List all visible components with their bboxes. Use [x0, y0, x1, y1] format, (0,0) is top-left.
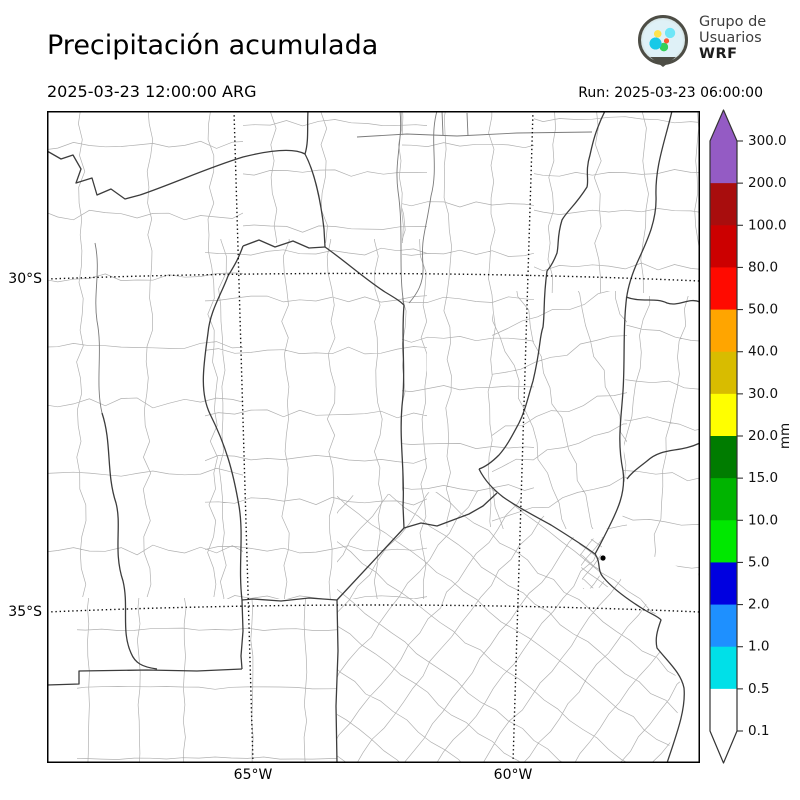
department-mesh: [47, 111, 243, 597]
colorbar-segment: [710, 478, 737, 521]
colorbar-unit-label: mm: [777, 423, 793, 449]
valid-time-label: 2025-03-23 12:00:00 ARG: [47, 82, 257, 101]
logo-text: Grupo de Usuarios WRF: [699, 14, 766, 62]
secondary-borders: [94, 110, 593, 414]
gridline-65w: [233, 110, 254, 764]
border-cordoba-santafe: [400, 304, 405, 529]
buenos-aires-city-dot: [600, 555, 606, 561]
logo-line-2: Usuarios: [699, 30, 762, 46]
colorbar-segment: [710, 141, 737, 184]
colorbar-segment: [710, 436, 737, 479]
border-cordoba-north: [242, 239, 326, 249]
department-mesh: [402, 111, 534, 527]
colorbar-segment: [710, 562, 737, 606]
colorbar-tick-label: 10.0: [748, 512, 778, 528]
border-rionegro-uruguay: [626, 442, 701, 480]
logo-line-3: WRF: [699, 46, 738, 62]
department-mesh: [337, 489, 684, 763]
colorbar-tick-label: 15.0: [748, 470, 778, 486]
border-larioja-north: [46, 150, 141, 200]
border-parana-river-upper: [478, 110, 606, 470]
map-canvas: [46, 110, 701, 764]
border-chaco-cells: [441, 110, 469, 137]
border-uruguay-river: [594, 110, 673, 555]
colorbar-tick-label: 50.0: [748, 302, 778, 318]
gridline-35s: [46, 604, 701, 613]
gridline-30s: [46, 272, 701, 282]
colorbar-segment: [710, 225, 737, 269]
colorbar-segment: [710, 183, 737, 226]
border-catamarca-santiago: [304, 110, 326, 248]
colorbar-segment: [710, 604, 737, 648]
colorbar-tick-label: 30.0: [748, 386, 778, 402]
colorbar-tick-label: 0.1: [748, 723, 769, 739]
lon-tick-65w: 65°W: [233, 767, 273, 783]
department-mesh: [243, 111, 427, 243]
border-laplata-coast: [594, 553, 685, 764]
province-borders: [46, 110, 701, 764]
colorbar-tick-label: 40.0: [748, 344, 778, 360]
border-chaco-28s: [356, 131, 593, 138]
border-salado-river: [408, 110, 438, 304]
colorbar-tick-label: 200.0: [748, 175, 787, 191]
run-time-label: Run: 2025-03-23 06:00:00: [578, 85, 763, 101]
map-area: [46, 110, 701, 764]
colorbar-under-arrow: [710, 731, 737, 763]
border-cordoba-northeast: [324, 246, 405, 306]
colorbar-tick-label: 20.0: [748, 428, 778, 444]
border-parana-delta: [478, 468, 596, 555]
colorbar-segment: [710, 688, 737, 732]
border-cordoba-west: [202, 245, 244, 601]
map-border: [47, 111, 700, 763]
wrf-users-group-logo: Grupo de Usuarios WRF: [638, 13, 798, 71]
colorbar-segment: [710, 309, 737, 353]
colorbar-tick-label: 80.0: [748, 259, 778, 275]
border-santiago-santafe: [396, 110, 405, 306]
colorbar: 300.0 200.0 100.0 80.0 50.0 40.0 30.0 20.0 15.0 1…: [708, 108, 800, 768]
border-sanluis-east: [240, 599, 244, 670]
border-larioja-cordoba-diag: [139, 149, 306, 196]
page-title: Precipitación acumulada: [47, 30, 379, 61]
colorbar-segment: [710, 393, 737, 437]
department-mesh: [492, 291, 627, 529]
colorbar-tick-label: 0.5: [748, 681, 769, 697]
colorbar-tick-label: 100.0: [748, 217, 787, 233]
colorbar-segment: [710, 351, 737, 395]
border-cordoba-lapampa: [241, 597, 338, 602]
department-boundaries: [47, 111, 700, 763]
colorbar-segment: [710, 520, 737, 564]
lat-tick-30s: 30°S: [8, 271, 42, 287]
gridline-60w: [512, 110, 534, 764]
department-mesh: [205, 239, 427, 599]
wrf-globe-emblem-icon: [638, 15, 688, 65]
border-lapampa-buenosaires: [335, 599, 339, 764]
border-buenosaires-north: [403, 492, 498, 529]
department-mesh: [534, 111, 700, 293]
colorbar-tick-label: 5.0: [748, 554, 769, 570]
border-sanluis-south: [46, 668, 243, 686]
colorbar-canvas: 300.0 200.0 100.0 80.0 50.0 40.0 30.0 20.0 15.0 1…: [709, 109, 793, 764]
lon-tick-60w: 60°W: [493, 767, 533, 783]
border-desaguadero-river: [101, 412, 158, 670]
colorbar-over-arrow: [710, 110, 737, 141]
border-sanjuan-mendoza: [94, 242, 103, 414]
colorbar-segment: [710, 646, 737, 690]
border-cordoba-buenosaires: [336, 527, 405, 601]
colorbar-tick-label: 1.0: [748, 639, 769, 655]
graticule: [46, 110, 701, 764]
colorbar-tick-label: 2.0: [748, 597, 769, 613]
colorbar-segment: [710, 267, 737, 311]
logo-line-1: Grupo de: [699, 14, 767, 30]
colorbar-tick-label: 300.0: [748, 133, 787, 149]
border-cuareim-river: [625, 296, 701, 305]
department-mesh: [77, 598, 337, 763]
lat-tick-35s: 35°S: [8, 604, 42, 620]
